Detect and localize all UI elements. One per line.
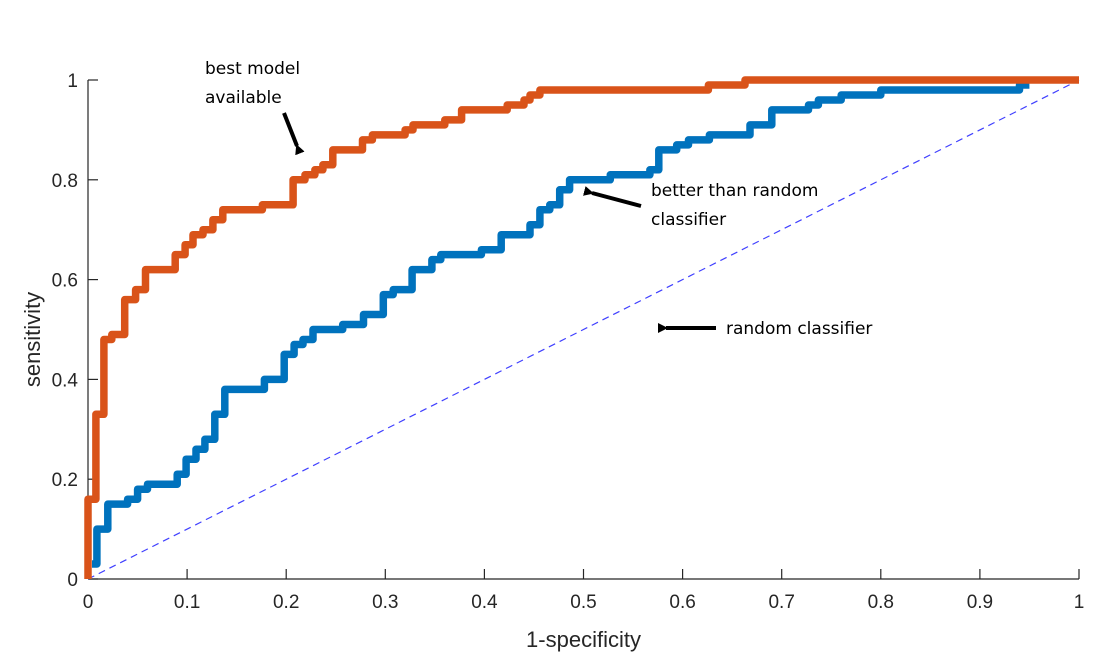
x-tick-label: 0.3: [372, 592, 398, 613]
series-layer: [84, 76, 1080, 580]
y-tick-label: 0.2: [52, 470, 78, 491]
x-tick-label: 0.6: [669, 592, 695, 613]
y-tick-label: 0: [67, 570, 78, 591]
series-random-classifier-line: [87, 79, 1080, 580]
series-best-model-available-line: [84, 76, 1079, 579]
x-tick-label: 0.4: [471, 592, 498, 613]
axes: 0 0.1 0.2 0.3 0.4 0.5 0.6 0.7 0.8 0.9 1 0 0.2 0.4 0.6 0…: [20, 71, 1084, 652]
y-tick-label: 0.8: [52, 171, 78, 192]
annotation-best-model-line1: best model: [205, 59, 300, 79]
x-tick-label: 0.8: [868, 592, 894, 613]
x-tick-label: 1: [1074, 592, 1085, 613]
x-tick-label: 0.1: [174, 592, 200, 613]
x-axis-label: 1-specificity: [526, 627, 641, 652]
y-tick-label: 0.6: [52, 271, 78, 292]
annotation-better-line1: better than random: [651, 181, 818, 201]
arrow-better: [582, 186, 642, 208]
annotations: best model available better than random …: [205, 59, 872, 339]
annotation-better-line2: classifier: [651, 210, 726, 230]
x-tick-label: 0.2: [273, 592, 299, 613]
x-tick-label: 0.7: [768, 592, 794, 613]
x-tick-label: 0.9: [967, 592, 993, 613]
series-better-than-random-classifier-line: [92, 81, 1030, 568]
annotation-best-model-line2: available: [205, 88, 282, 108]
annotation-random: random classifier: [726, 319, 872, 339]
x-tick-label: 0.5: [570, 592, 596, 613]
y-tick-label: 0.4: [52, 370, 79, 391]
y-tick-label: 1: [67, 71, 78, 92]
arrow-best-model: [282, 112, 305, 156]
x-tick-label: 0: [83, 592, 94, 613]
y-axis-label: sensitivity: [20, 292, 45, 387]
